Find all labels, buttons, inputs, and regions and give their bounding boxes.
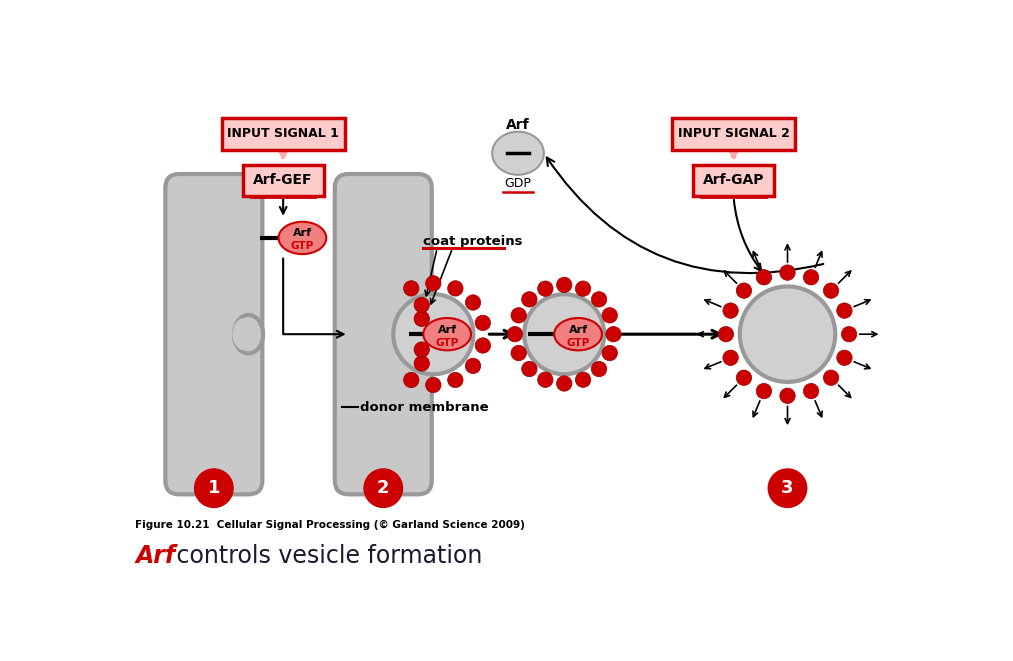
Ellipse shape	[736, 370, 752, 385]
Text: controls vesicle formation: controls vesicle formation	[169, 544, 482, 568]
FancyBboxPatch shape	[222, 118, 344, 150]
Ellipse shape	[757, 383, 772, 399]
Ellipse shape	[592, 362, 607, 377]
Ellipse shape	[448, 372, 463, 388]
Text: Arf: Arf	[438, 325, 457, 334]
Ellipse shape	[414, 342, 430, 358]
Ellipse shape	[780, 265, 795, 280]
Ellipse shape	[511, 345, 527, 361]
Circle shape	[768, 469, 806, 508]
Ellipse shape	[414, 297, 430, 313]
Ellipse shape	[842, 327, 857, 342]
Text: coat proteins: coat proteins	[423, 235, 523, 248]
Ellipse shape	[425, 276, 441, 291]
FancyBboxPatch shape	[672, 118, 795, 150]
Ellipse shape	[592, 292, 607, 307]
Ellipse shape	[448, 281, 463, 296]
Ellipse shape	[403, 372, 419, 388]
Ellipse shape	[538, 372, 553, 387]
Text: INPUT SIGNAL 1: INPUT SIGNAL 1	[227, 128, 339, 141]
Ellipse shape	[279, 222, 326, 254]
FancyBboxPatch shape	[243, 165, 323, 196]
Text: GTP: GTP	[566, 338, 590, 348]
Text: INPUT SIGNAL 2: INPUT SIGNAL 2	[678, 128, 789, 141]
Ellipse shape	[475, 315, 490, 330]
FancyBboxPatch shape	[334, 174, 432, 494]
Ellipse shape	[522, 362, 537, 377]
Ellipse shape	[602, 345, 618, 361]
Ellipse shape	[837, 303, 852, 319]
FancyBboxPatch shape	[165, 174, 262, 494]
Ellipse shape	[492, 132, 544, 175]
Ellipse shape	[511, 307, 527, 323]
Ellipse shape	[824, 370, 839, 385]
Text: donor membrane: donor membrane	[361, 401, 489, 414]
Text: Arf: Arf	[136, 544, 175, 568]
Ellipse shape	[538, 281, 553, 296]
Ellipse shape	[465, 358, 481, 373]
Text: GTP: GTP	[436, 338, 459, 348]
Ellipse shape	[403, 281, 419, 296]
Ellipse shape	[780, 388, 795, 403]
Ellipse shape	[556, 375, 572, 391]
Text: Arf: Arf	[568, 325, 588, 334]
Text: GTP: GTP	[291, 241, 314, 251]
Ellipse shape	[414, 311, 430, 327]
Ellipse shape	[718, 327, 733, 342]
Ellipse shape	[602, 307, 618, 323]
Text: Arf: Arf	[506, 118, 530, 132]
Ellipse shape	[757, 270, 772, 285]
Ellipse shape	[234, 315, 263, 354]
Circle shape	[739, 286, 836, 382]
Ellipse shape	[723, 350, 738, 366]
Ellipse shape	[508, 327, 523, 342]
Ellipse shape	[723, 303, 738, 319]
Text: Arf: Arf	[293, 228, 312, 239]
Text: Figure 10.21  Cellular Signal Processing (© Garland Science 2009): Figure 10.21 Cellular Signal Processing …	[136, 520, 525, 530]
Ellipse shape	[803, 383, 819, 399]
Ellipse shape	[232, 318, 257, 350]
Ellipse shape	[824, 283, 839, 298]
Ellipse shape	[736, 283, 752, 298]
Text: 2: 2	[377, 479, 390, 497]
Ellipse shape	[837, 350, 852, 366]
Text: GDP: GDP	[504, 177, 532, 190]
Ellipse shape	[414, 356, 430, 371]
Ellipse shape	[803, 270, 819, 285]
Circle shape	[364, 469, 402, 508]
Circle shape	[524, 294, 604, 374]
Ellipse shape	[465, 295, 481, 310]
Ellipse shape	[606, 327, 621, 342]
Ellipse shape	[475, 338, 490, 353]
Ellipse shape	[554, 318, 602, 350]
Text: Arf-GAP: Arf-GAP	[703, 173, 765, 187]
Ellipse shape	[393, 294, 473, 374]
Ellipse shape	[575, 281, 591, 296]
Ellipse shape	[575, 372, 591, 387]
Circle shape	[194, 469, 233, 508]
Polygon shape	[406, 312, 421, 357]
Polygon shape	[406, 312, 434, 356]
Ellipse shape	[522, 292, 537, 307]
Ellipse shape	[425, 377, 441, 393]
Ellipse shape	[556, 277, 572, 293]
Text: Arf-GEF: Arf-GEF	[253, 173, 313, 187]
Text: 3: 3	[781, 479, 794, 497]
FancyBboxPatch shape	[693, 165, 774, 196]
Ellipse shape	[423, 318, 471, 350]
Text: 1: 1	[208, 479, 220, 497]
